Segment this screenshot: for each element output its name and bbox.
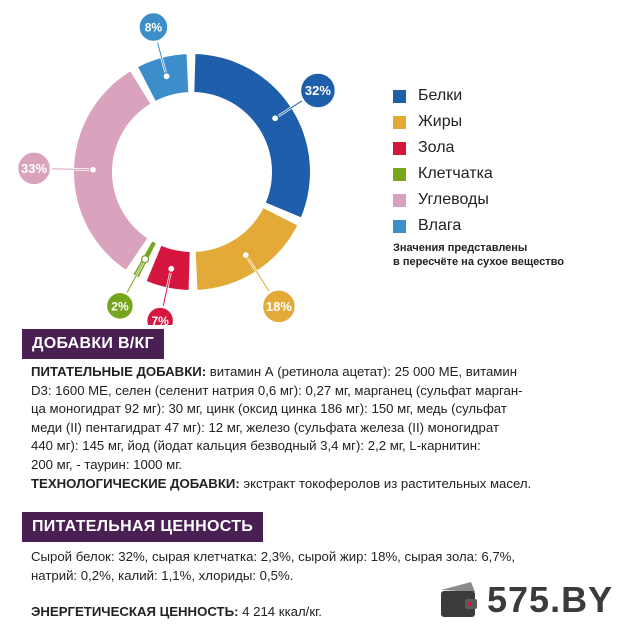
legend-label: Углеводы xyxy=(418,191,489,208)
nutrition-text: Сырой белок: 32%, сырая клетчатка: 2,3%,… xyxy=(31,548,621,585)
legend-swatch xyxy=(393,193,406,207)
legend-note-line: Значения представлены xyxy=(393,242,528,254)
slice-Белки xyxy=(194,54,310,218)
value-bubble xyxy=(137,10,170,44)
legend-swatch xyxy=(393,167,406,181)
energy-value: 4 214 ккал/кг. xyxy=(238,604,322,619)
legend-label: Зола xyxy=(418,139,455,156)
legend-swatch xyxy=(393,115,406,129)
nutritional-additives-line: 200 мг, - таурин: 1000 мг. xyxy=(31,456,183,472)
legend-item: Зола xyxy=(393,135,493,161)
donut-chart: 32% 18% 7% 2% 33% 8% xyxy=(15,10,338,325)
nutrition-header: ПИТАТЕЛЬНАЯ ЦЕННОСТЬ xyxy=(22,512,264,542)
legend-label: Жиры xyxy=(418,113,463,130)
value-bubble xyxy=(260,288,298,325)
data-label: 33% xyxy=(21,161,47,176)
legend-note: Значения представлены в пересчёте на сух… xyxy=(393,241,564,269)
nutritional-additives-line: D3: 1600 МЕ, селен (селенит натрия 0,6 м… xyxy=(31,382,523,398)
legend-item: Клетчатка xyxy=(393,161,493,187)
legend-note-line: в пересчёте на сухое вещество xyxy=(393,256,564,268)
additives-header: ДОБАВКИ В/КГ xyxy=(22,329,164,359)
value-bubble xyxy=(298,71,338,110)
callout-dot xyxy=(241,251,250,260)
legend-swatch xyxy=(393,141,406,155)
tech-additives-text: экстракт токоферолов из растительных мас… xyxy=(239,475,532,491)
legend-item: Влага xyxy=(393,213,493,239)
legend-label: Белки xyxy=(418,87,463,104)
nutritional-additives-label: ПИТАТЕЛЬНЫЕ ДОБАВКИ: xyxy=(31,364,207,379)
nutritional-additives-line: ца моногидрат 92 мг): 30 мг, цинк (оксид… xyxy=(31,401,507,417)
slice-Углеводы xyxy=(74,71,151,270)
slice-Жиры xyxy=(195,208,298,290)
wallet-icon xyxy=(441,582,477,617)
callout-dot xyxy=(162,72,171,81)
watermark: 575.BY xyxy=(437,578,613,622)
chart-area: 32% 18% 7% 2% 33% 8% Белки Жиры Зола Клетчатка Уг… xyxy=(15,10,564,325)
callout-dot xyxy=(271,114,280,123)
data-label: 18% xyxy=(266,299,292,314)
callout-dot xyxy=(88,165,98,174)
nutrition-line: натрий: 0,2%, калий: 1,1%, хлориды: 0,5%… xyxy=(31,567,294,583)
watermark-text: 575.BY xyxy=(487,579,614,620)
legend-swatch xyxy=(393,89,406,103)
legend-swatch xyxy=(393,219,406,233)
nutritional-additives-line: меди (II) пентагидрат 47 мг): 12 мг, жел… xyxy=(31,419,499,435)
value-bubble xyxy=(15,150,53,187)
data-label: 32% xyxy=(305,83,331,98)
value-bubble xyxy=(144,305,176,325)
additives-text: ПИТАТЕЛЬНЫЕ ДОБАВКИ: витамин А (ретинола… xyxy=(31,363,621,493)
nutritional-additives-line: витамин А (ретинола ацетат): 25 000 МЕ, … xyxy=(206,364,518,379)
value-bubble xyxy=(104,290,136,322)
legend-label: Влага xyxy=(418,217,462,234)
legend-item: Углеводы xyxy=(393,187,493,213)
energy-label: ЭНЕРГЕТИЧЕСКАЯ ЦЕННОСТЬ: xyxy=(31,604,239,619)
nutrition-line: Сырой белок: 32%, сырая клетчатка: 2,3%,… xyxy=(31,549,516,564)
legend-item: Белки xyxy=(393,83,493,109)
data-label: 2% xyxy=(111,299,129,313)
callout-dot xyxy=(167,264,176,273)
tech-additives-label: ТЕХНОЛОГИЧЕСКИЕ ДОБАВКИ: xyxy=(31,475,240,491)
legend-item: Жиры xyxy=(393,109,493,135)
data-label: 8% xyxy=(145,21,163,35)
legend: Белки Жиры Зола Клетчатка Углеводы Влага xyxy=(393,83,493,239)
data-label: 7% xyxy=(151,314,169,325)
callout-dot xyxy=(140,255,150,264)
legend-label: Клетчатка xyxy=(418,165,493,182)
nutritional-additives-line: 440 мг): 145 мг, йод (йодат кальция безв… xyxy=(31,438,481,454)
energy-text: ЭНЕРГЕТИЧЕСКАЯ ЦЕННОСТЬ: 4 214 ккал/кг. xyxy=(31,603,431,622)
